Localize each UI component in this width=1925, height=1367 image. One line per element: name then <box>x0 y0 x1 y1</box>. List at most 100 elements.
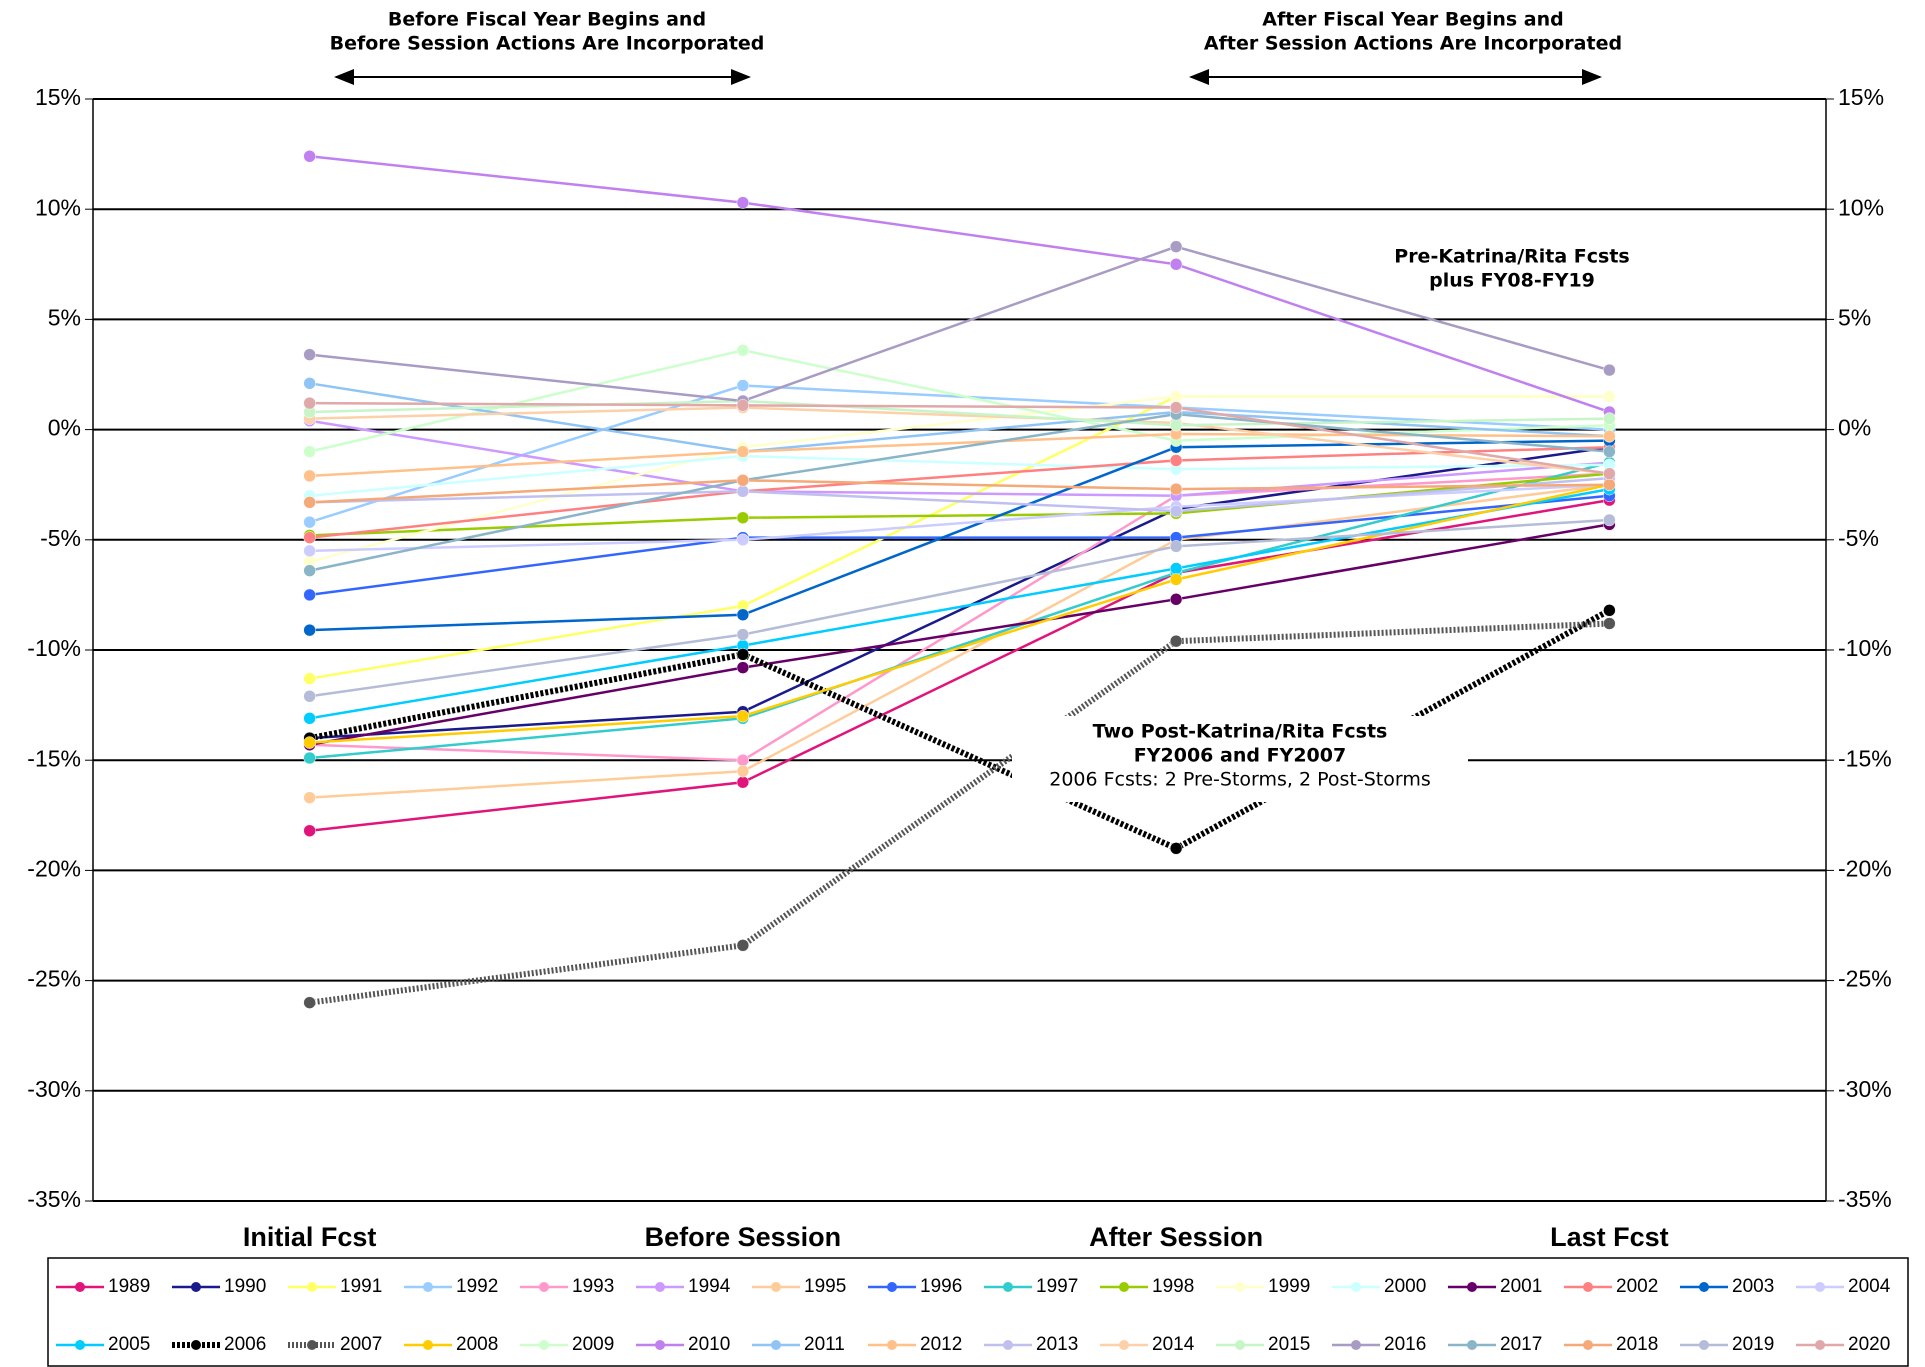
series-marker <box>303 496 316 509</box>
legend-label: 2017 <box>1500 1334 1542 1355</box>
y-tick-label: -5% <box>40 525 81 551</box>
series-marker <box>736 939 750 952</box>
x-tick-label: After Session <box>1089 1222 1263 1252</box>
y2-tick-label: -10% <box>1838 635 1892 661</box>
series-marker <box>303 377 316 390</box>
series-line <box>309 439 1610 632</box>
y-tick-label: -35% <box>27 1186 81 1212</box>
series-marker <box>303 150 316 163</box>
series-marker <box>1169 258 1183 271</box>
series-marker <box>303 588 316 602</box>
series-marker <box>303 544 316 558</box>
series-marker <box>1169 573 1183 586</box>
legend-marker <box>1467 1282 1477 1292</box>
legend-marker <box>1119 1282 1129 1292</box>
series-line <box>309 498 1610 832</box>
legend-marker <box>191 1340 201 1350</box>
legend-label: 2015 <box>1268 1334 1310 1355</box>
series-line <box>309 454 1610 497</box>
legend-marker <box>75 1282 85 1292</box>
series-marker <box>736 511 750 525</box>
series-marker <box>1169 562 1183 575</box>
legend-marker <box>1003 1340 1013 1350</box>
legend-box <box>47 1257 1909 1367</box>
legend-label: 2009 <box>572 1334 614 1355</box>
series-line <box>309 406 1610 475</box>
legend-marker <box>771 1282 781 1292</box>
series-marker <box>1603 390 1616 403</box>
series-line <box>309 487 1610 720</box>
series-marker <box>736 661 750 674</box>
legend-label: 2016 <box>1384 1334 1426 1355</box>
series-marker <box>736 753 750 767</box>
legend-marker <box>655 1282 665 1292</box>
series-line <box>309 479 1610 504</box>
legend-label: 2018 <box>1616 1334 1658 1355</box>
annotation: Pre-Katrina/Rita Fcsts <box>1394 246 1629 268</box>
legend-marker <box>1351 1282 1361 1292</box>
series-marker <box>736 775 750 789</box>
y2-tick-label: -30% <box>1838 1076 1892 1102</box>
annotation: FY2006 and FY2007 <box>1134 745 1346 767</box>
series-marker <box>1169 401 1183 414</box>
series-marker <box>303 791 316 804</box>
legend-label: 2000 <box>1384 1276 1426 1297</box>
series-line <box>309 432 1610 478</box>
legend-marker <box>887 1282 897 1292</box>
legend-marker <box>1815 1282 1825 1292</box>
annotation: Before Session Actions Are Incorporated <box>330 33 765 55</box>
series-line <box>309 445 1610 539</box>
series-marker <box>736 709 750 723</box>
series-marker <box>736 399 750 412</box>
series-marker <box>303 348 316 361</box>
series-marker <box>1169 418 1183 432</box>
series-marker <box>303 736 316 749</box>
series-line <box>309 419 1610 497</box>
series-marker <box>1169 390 1183 403</box>
series-line <box>309 395 1610 564</box>
legend-marker <box>1235 1282 1245 1292</box>
series-line <box>309 245 1610 403</box>
series-line <box>309 399 1610 427</box>
legend-label: 1992 <box>456 1276 498 1297</box>
legend-marker <box>191 1282 201 1292</box>
annotation: plus FY08-FY19 <box>1429 270 1595 292</box>
series-line <box>309 461 1610 760</box>
series-marker <box>1169 482 1183 496</box>
legend-marker <box>1119 1340 1129 1350</box>
series-line <box>309 472 1610 762</box>
series-marker <box>303 531 316 544</box>
legend-marker <box>423 1282 433 1292</box>
legend-marker <box>1351 1340 1361 1350</box>
series-marker <box>303 690 316 703</box>
series-marker <box>736 379 750 392</box>
y2-tick-label: 15% <box>1838 84 1884 110</box>
legend-label: 2003 <box>1732 1276 1774 1297</box>
legend-marker <box>1699 1282 1709 1292</box>
series-marker <box>303 824 316 837</box>
annotation: After Session Actions Are Incorporated <box>1204 33 1622 55</box>
y-tick-label: 0% <box>48 415 81 441</box>
legend-label: 1993 <box>572 1276 614 1297</box>
legend-label: 1990 <box>224 1276 266 1297</box>
legend-label: 1996 <box>920 1276 962 1297</box>
series-marker <box>303 623 316 637</box>
legend-label: 1994 <box>688 1276 731 1297</box>
series-line <box>309 155 1610 414</box>
series-marker <box>736 764 750 778</box>
series-marker <box>303 996 316 1009</box>
series-marker <box>736 196 750 209</box>
annotation: Two Post-Katrina/Rita Fcsts <box>1093 721 1388 743</box>
annotation-subtext: 2006 Fcsts: 2 Pre-Storms, 2 Post-Storms <box>1049 769 1431 791</box>
series-marker <box>736 344 750 357</box>
series-line <box>309 523 1610 747</box>
series-marker <box>1603 617 1616 630</box>
legend-label: 2010 <box>688 1334 730 1355</box>
series-line <box>309 518 1610 698</box>
y2-tick-label: 0% <box>1838 415 1871 441</box>
legend-label: 2001 <box>1500 1276 1542 1297</box>
series-marker <box>1603 478 1616 491</box>
legend-label: 2011 <box>804 1334 845 1355</box>
legend-label: 2004 <box>1848 1276 1891 1297</box>
series-marker <box>1603 467 1616 480</box>
